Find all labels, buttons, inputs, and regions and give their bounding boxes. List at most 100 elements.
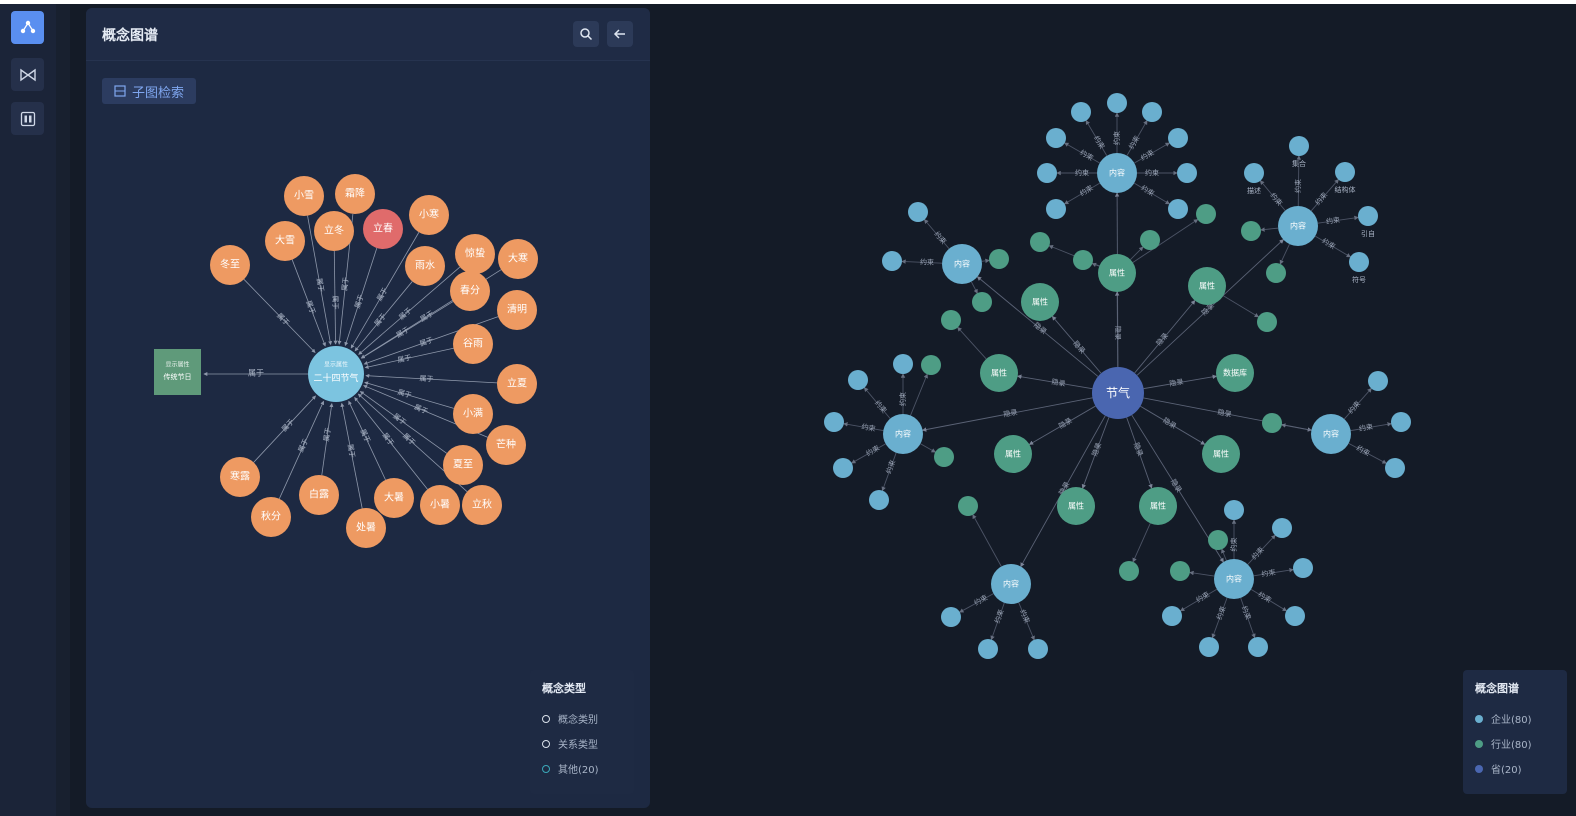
concept-node[interactable]: 小寒 bbox=[409, 195, 449, 235]
leaf-node[interactable] bbox=[1037, 163, 1057, 183]
leaf-node[interactable] bbox=[1142, 102, 1162, 122]
concept-node[interactable]: 立秋 bbox=[462, 485, 502, 525]
leaf-node[interactable] bbox=[1170, 561, 1190, 581]
leaf-node[interactable] bbox=[1368, 371, 1388, 391]
leaf-node[interactable] bbox=[1177, 163, 1197, 183]
legend-item[interactable]: 行业(80) bbox=[1475, 731, 1555, 756]
leaf-node[interactable] bbox=[1266, 263, 1286, 283]
center-node[interactable]: 节气 bbox=[1092, 367, 1144, 419]
leaf-node[interactable] bbox=[1107, 93, 1127, 113]
concept-node[interactable]: 小满 bbox=[453, 394, 493, 434]
hub-node[interactable]: 数据库 bbox=[1216, 354, 1254, 392]
concept-node[interactable]: 大寒 bbox=[498, 239, 538, 279]
leaf-node[interactable] bbox=[1196, 204, 1216, 224]
concept-node[interactable]: 霜降 bbox=[335, 174, 375, 214]
leaf-node[interactable] bbox=[941, 607, 961, 627]
leaf-node[interactable] bbox=[941, 310, 961, 330]
concept-node[interactable]: 处暑 bbox=[346, 508, 386, 548]
leaf-node[interactable] bbox=[1385, 458, 1405, 478]
leaf-node[interactable] bbox=[1030, 232, 1050, 252]
concept-node[interactable]: 立冬 bbox=[314, 211, 354, 251]
concept-node[interactable]: 小暑 bbox=[420, 485, 460, 525]
concept-node[interactable]: 清明 bbox=[497, 290, 537, 330]
leaf-node[interactable] bbox=[1046, 199, 1066, 219]
leaf-node[interactable] bbox=[1073, 250, 1093, 270]
leaf-node[interactable] bbox=[1257, 312, 1277, 332]
leaf-node[interactable] bbox=[1248, 637, 1268, 657]
hub-node[interactable]: 内容 bbox=[1214, 559, 1254, 599]
leaf-node[interactable] bbox=[833, 458, 853, 478]
leaf-node[interactable] bbox=[972, 292, 992, 312]
hub-node[interactable]: 属性 bbox=[1202, 435, 1240, 473]
concept-node[interactable]: 雨水 bbox=[405, 246, 445, 286]
concept-node[interactable]: 春分 bbox=[450, 271, 490, 311]
leaf-node[interactable] bbox=[1046, 128, 1066, 148]
leaf-node[interactable] bbox=[1293, 558, 1313, 578]
hub-node[interactable]: 内容 bbox=[991, 564, 1031, 604]
hub-node[interactable]: 属性 bbox=[1188, 267, 1226, 305]
concept-node[interactable]: 小雪 bbox=[284, 176, 324, 216]
search-button[interactable] bbox=[573, 21, 599, 47]
grid-nav-button[interactable] bbox=[11, 102, 44, 135]
legend-item[interactable]: 省(20) bbox=[1475, 756, 1555, 781]
leaf-node[interactable] bbox=[1272, 518, 1292, 538]
bowtie-nav-button[interactable] bbox=[11, 58, 44, 91]
leaf-node[interactable]: 描述 bbox=[1244, 163, 1264, 195]
graph-nav-button[interactable] bbox=[11, 11, 44, 44]
hub-node[interactable]: 内容 bbox=[1278, 206, 1318, 246]
leaf-node[interactable]: 符号 bbox=[1349, 252, 1369, 284]
leaf-node[interactable] bbox=[869, 490, 889, 510]
leaf-node[interactable] bbox=[1168, 128, 1188, 148]
concept-node[interactable]: 冬至 bbox=[210, 245, 250, 285]
leaf-node[interactable] bbox=[848, 370, 868, 390]
concept-node[interactable]: 大暑 bbox=[374, 478, 414, 518]
leaf-node[interactable] bbox=[1241, 221, 1261, 241]
hub-node[interactable]: 属性 bbox=[1021, 283, 1059, 321]
leaf-node[interactable] bbox=[1119, 561, 1139, 581]
leaf-node[interactable] bbox=[1285, 606, 1305, 626]
subgraph-search-button[interactable]: 子图检索 bbox=[102, 78, 197, 104]
leaf-node[interactable] bbox=[1262, 413, 1282, 433]
hub-node[interactable]: 属性 bbox=[1139, 487, 1177, 525]
legend-item[interactable]: 概念类别 bbox=[542, 706, 622, 731]
legend-item[interactable]: 其他(20) bbox=[542, 756, 622, 781]
leaf-node[interactable] bbox=[989, 249, 1009, 269]
legend-item[interactable]: 企业(80) bbox=[1475, 706, 1555, 731]
hub-node[interactable]: 属性 bbox=[1098, 254, 1136, 292]
leaf-node[interactable] bbox=[1391, 412, 1411, 432]
leaf-node[interactable] bbox=[1168, 199, 1188, 219]
leaf-node[interactable]: 集合 bbox=[1289, 136, 1309, 168]
hub-node[interactable]: 属性 bbox=[994, 435, 1032, 473]
concept-node[interactable]: 白露 bbox=[299, 475, 339, 515]
leaf-node[interactable] bbox=[1224, 500, 1244, 520]
concept-node[interactable]: 立春 bbox=[363, 209, 403, 249]
hub-node[interactable]: 内容 bbox=[1311, 414, 1351, 454]
leaf-node[interactable] bbox=[958, 496, 978, 516]
leaf-node[interactable] bbox=[824, 412, 844, 432]
leaf-node[interactable] bbox=[893, 354, 913, 374]
leaf-node[interactable] bbox=[1162, 606, 1182, 626]
concept-node[interactable]: 大雪 bbox=[265, 221, 305, 261]
hub-node[interactable]: 内容 bbox=[1097, 153, 1137, 193]
concept-node[interactable]: 夏至 bbox=[443, 445, 483, 485]
leaf-node[interactable] bbox=[1140, 230, 1160, 250]
leaf-node[interactable] bbox=[1071, 102, 1091, 122]
concept-node[interactable]: 芒种 bbox=[486, 425, 526, 465]
leaf-node[interactable] bbox=[882, 251, 902, 271]
back-button[interactable] bbox=[607, 21, 633, 47]
hub-node[interactable]: 属性 bbox=[1057, 487, 1095, 525]
hub-node[interactable]: 内容 bbox=[883, 414, 923, 454]
legend-item[interactable]: 关系类型 bbox=[542, 731, 622, 756]
concept-node[interactable]: 惊蛰 bbox=[455, 234, 495, 274]
leaf-node[interactable] bbox=[934, 447, 954, 467]
leaf-node[interactable] bbox=[978, 639, 998, 659]
leaf-node[interactable]: 结构体 bbox=[1335, 162, 1356, 194]
leaf-node[interactable] bbox=[1028, 639, 1048, 659]
hub-node[interactable]: 内容 bbox=[942, 244, 982, 284]
leaf-node[interactable] bbox=[1199, 637, 1219, 657]
hub-node[interactable]: 属性 bbox=[980, 354, 1018, 392]
